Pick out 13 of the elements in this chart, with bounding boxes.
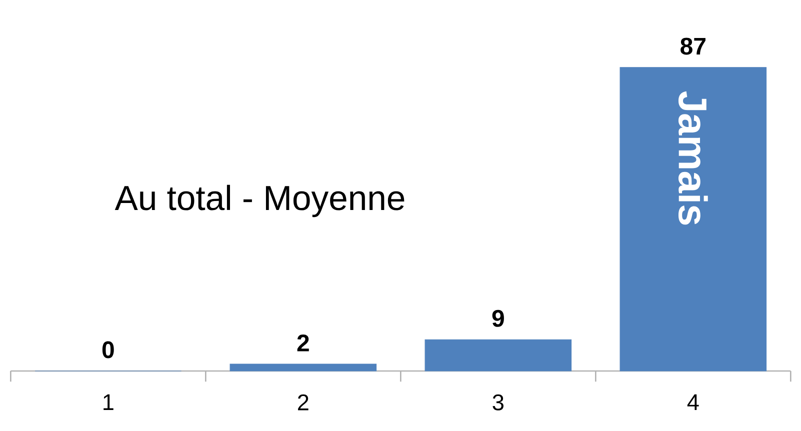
annotation: Jamais [678, 91, 708, 225]
bar [620, 67, 767, 372]
x-tick-label: 4 [687, 394, 699, 410]
text: Au total - Moyenne [114, 184, 404, 218]
bar [230, 364, 377, 372]
bar [424, 339, 572, 372]
data-label: 2 [297, 334, 309, 352]
x-tick-label: 3 [492, 394, 504, 410]
data-label: 0 [102, 341, 114, 358]
x-tick-label: 1 [104, 394, 114, 410]
data-label: 9 [492, 310, 504, 327]
x-tick-label: 2 [298, 394, 308, 410]
data-label: 87 [680, 38, 706, 55]
